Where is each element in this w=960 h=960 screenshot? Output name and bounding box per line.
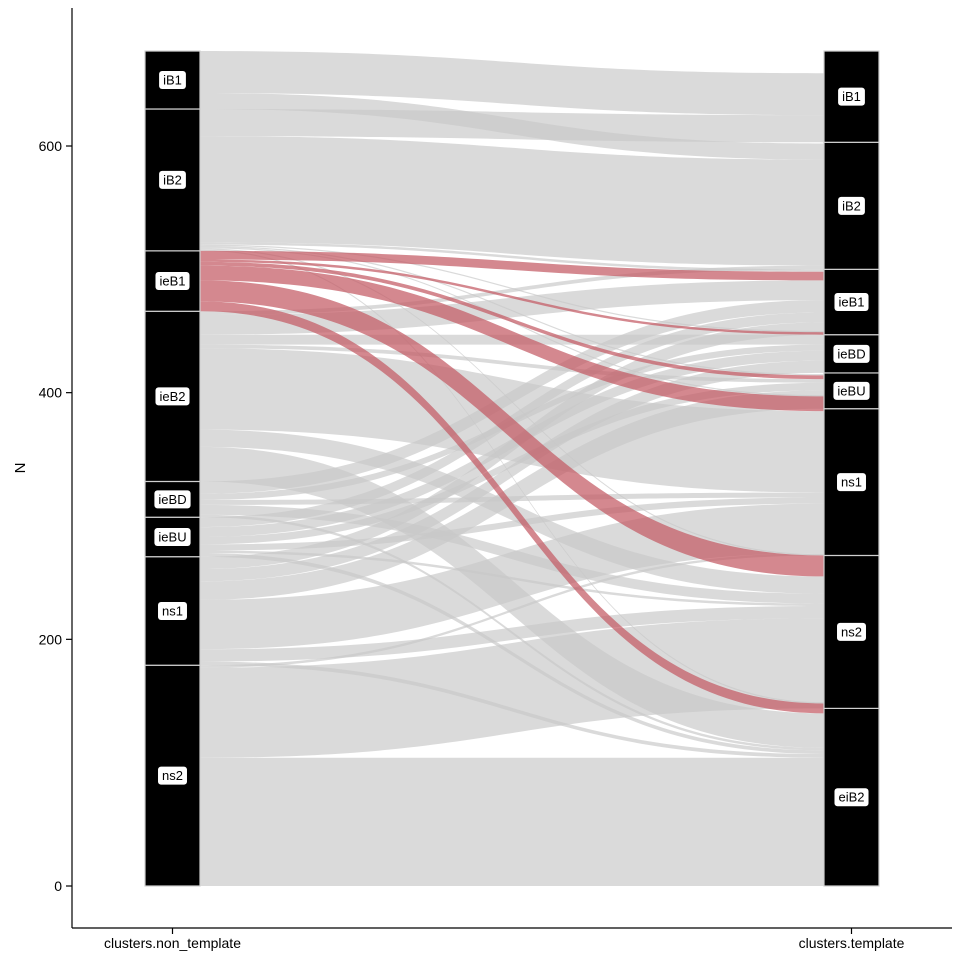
stratum-label-box xyxy=(833,381,870,400)
stratum-label: ieBU xyxy=(837,383,865,398)
stratum-label-box xyxy=(154,490,191,509)
flow-iB1-to-iB2 xyxy=(200,92,824,160)
flow-iB1-to-iB1 xyxy=(200,51,824,116)
stratum-label: iB1 xyxy=(163,73,182,88)
flow-ns2-to-eiB2 xyxy=(200,757,824,886)
stratum-label-box xyxy=(834,293,869,312)
stratum-label: eiB2 xyxy=(838,790,864,805)
flow-ieBU-to-ns1 xyxy=(200,497,824,551)
flow-ieB1-to-ieBD xyxy=(200,259,824,335)
flow-ns2-to-ns2 xyxy=(200,618,824,758)
stratum-label-box xyxy=(159,71,186,90)
stratum-clusters.template-ieBU: ieBU xyxy=(823,372,880,410)
stratum-label-box xyxy=(833,344,870,363)
flow-iB2-to-eiB2 xyxy=(200,249,824,704)
flow-iB2-to-iB2 xyxy=(200,136,824,266)
stratum-label: iB1 xyxy=(842,89,861,104)
flow-ns1-to-ieBU xyxy=(200,390,824,600)
flow-ieB1-to-ns2 xyxy=(200,280,824,577)
y-axis-label: N xyxy=(12,463,29,474)
stratum-clusters.non_template-ns2: ns2 xyxy=(144,664,201,887)
flow-ns1-to-ieBD xyxy=(200,360,824,582)
strata-layer: ns2 ns1 ieBU ieBD ieB2 ieB1 iB2 iB1 eiB2 ns2 ns1 ie… xyxy=(144,50,880,887)
flow-ieBU-to-eiB2 xyxy=(200,553,824,755)
stratum-label: ns1 xyxy=(841,475,862,490)
flows-layer xyxy=(200,51,824,886)
stratum-label: ieB1 xyxy=(159,274,185,289)
stratum-clusters.non_template-ieB2: ieB2 xyxy=(144,310,201,483)
stratum-label: ns2 xyxy=(162,768,183,783)
stratum-label: ieBU xyxy=(158,529,186,544)
stratum-label: ieB1 xyxy=(838,295,864,310)
flow-iB2-to-ieB1 xyxy=(200,242,824,272)
stratum-label-box xyxy=(155,387,190,406)
stratum-label: ns2 xyxy=(841,624,862,639)
y-tick-label: 200 xyxy=(39,631,63,647)
flow-iB2-to-ns2 xyxy=(200,248,824,556)
flow-ieB1-to-ieBU xyxy=(200,261,824,380)
flow-ns1-to-eiB2 xyxy=(200,661,824,758)
flow-ieBU-to-ieBU xyxy=(200,382,824,545)
stratum-label-box xyxy=(837,622,866,641)
stratum-label-box xyxy=(837,473,866,492)
stratum-clusters.non_template-ieBU: ieBU xyxy=(144,516,201,558)
stratum-clusters.template-iB2: iB2 xyxy=(823,141,880,270)
stratum-label-box xyxy=(838,87,865,106)
flow-ieB1-to-eiB2 xyxy=(200,301,824,714)
y-tick-label: 0 xyxy=(54,878,62,894)
stratum-label-box xyxy=(158,766,187,785)
stratum-clusters.template-ns1: ns1 xyxy=(823,408,880,557)
stratum-clusters.template-ieBD: ieBD xyxy=(823,334,880,374)
flow-ieB1-to-ieB1 xyxy=(200,250,824,281)
stratum-clusters.non_template-iB1: iB1 xyxy=(144,50,201,110)
flow-iB2-to-ieBU xyxy=(200,245,824,376)
flow-ieBU-to-ns2 xyxy=(200,550,824,607)
stratum-label-box xyxy=(834,788,869,807)
y-tick-label: 400 xyxy=(39,385,63,401)
stratum-clusters.template-ieB1: ieB1 xyxy=(823,268,880,336)
flow-iB2-to-ieBD xyxy=(200,244,824,333)
flow-ieBD-to-eiB2 xyxy=(200,514,824,751)
flow-ieB2-to-iB2 xyxy=(200,265,824,315)
stratum-label: ieB2 xyxy=(159,389,185,404)
stratum-label-box xyxy=(159,170,186,189)
flow-ieB2-to-eiB2 xyxy=(200,446,824,748)
x-tick-label: clusters.template xyxy=(799,935,905,951)
stratum-label-box xyxy=(155,272,190,291)
stratum-clusters.template-ns2: ns2 xyxy=(823,554,880,710)
stratum-label-box xyxy=(838,196,865,215)
flow-ieB1-to-ns1 xyxy=(200,265,824,412)
stratum-label-box xyxy=(154,527,191,546)
stratum-clusters.non_template-iB2: iB2 xyxy=(144,108,201,252)
stratum-clusters.non_template-ns1: ns1 xyxy=(144,556,201,666)
stratum-clusters.template-iB1: iB1 xyxy=(823,50,880,143)
stratum-clusters.non_template-ieB1: ieB1 xyxy=(144,250,201,312)
stratum-label: iB2 xyxy=(163,172,182,187)
flow-ieB2-to-ieBU xyxy=(200,344,824,383)
stratum-label: ns1 xyxy=(162,603,183,618)
stratum-clusters.template-eiB2: eiB2 xyxy=(823,707,880,887)
stratum-label: iB2 xyxy=(842,198,861,213)
stratum-clusters.non_template-ieBD: ieBD xyxy=(144,480,201,518)
stratum-label: ieBD xyxy=(158,492,186,507)
stratum-label: ieBD xyxy=(837,346,865,361)
flow-ieBD-to-ns2 xyxy=(200,504,824,604)
stratum-label-box xyxy=(158,601,187,620)
x-tick-label: clusters.non_template xyxy=(104,935,241,951)
axes-layer: N 0 200 400 600 clusters.non_template cluster… xyxy=(12,8,952,951)
y-tick-label: 600 xyxy=(39,138,63,154)
